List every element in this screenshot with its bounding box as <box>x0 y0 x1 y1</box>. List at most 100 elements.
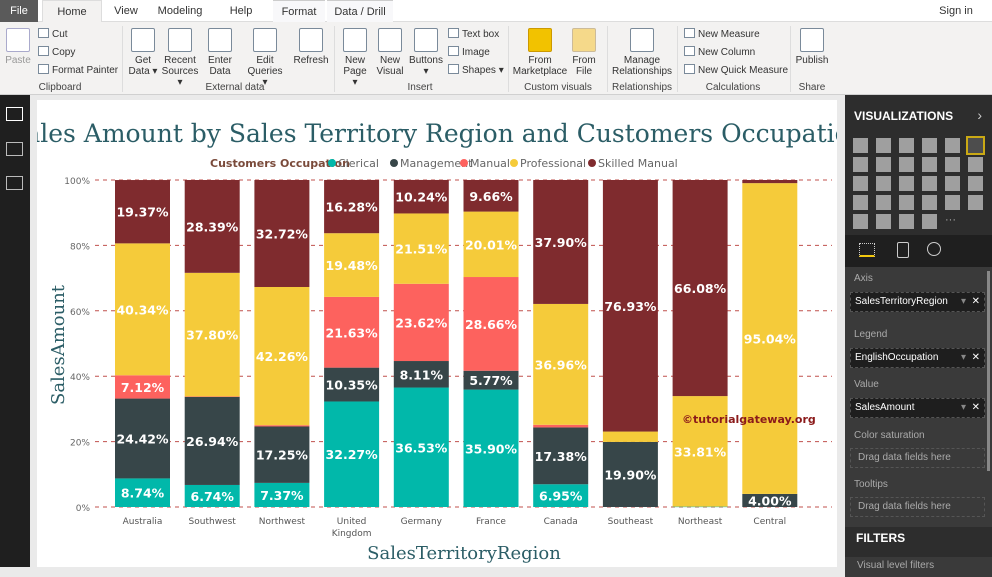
bar-segment[interactable] <box>254 180 310 287</box>
relationships-view-icon[interactable] <box>6 176 23 190</box>
bar-segment[interactable] <box>115 375 170 399</box>
visual-type-icon[interactable] <box>922 195 937 210</box>
visual-type-icon[interactable] <box>876 195 891 210</box>
new-measure-button[interactable]: New Measure <box>684 28 760 40</box>
sign-in-link[interactable]: Sign in <box>939 5 973 17</box>
visual-type-icon[interactable]: ··· <box>945 214 956 226</box>
manage-relationships-button[interactable]: Manage Relationships <box>611 28 673 77</box>
visual-type-icon[interactable] <box>853 138 868 153</box>
color-saturation-drop[interactable]: Drag data fields here <box>850 448 985 468</box>
cut-button[interactable]: Cut <box>38 28 68 40</box>
text-box-button[interactable]: Text box <box>448 28 499 40</box>
from-marketplace-button[interactable]: From Marketplace <box>512 28 568 77</box>
tab-view[interactable]: View <box>114 5 138 17</box>
bar-segment[interactable] <box>463 277 519 371</box>
bar-segment[interactable] <box>742 180 798 184</box>
bar-segment[interactable] <box>602 441 658 507</box>
bar-segment[interactable] <box>672 506 728 508</box>
bar-segment[interactable] <box>393 387 449 507</box>
bar-segment[interactable] <box>254 425 310 427</box>
visual-type-icon[interactable] <box>968 176 983 191</box>
visual-type-icon[interactable] <box>899 176 914 191</box>
bar-segment[interactable] <box>463 370 519 390</box>
bar-segment[interactable] <box>742 183 798 494</box>
bar-segment[interactable] <box>393 179 449 214</box>
bar-segment[interactable] <box>602 180 658 432</box>
visual-type-icon[interactable] <box>853 214 868 229</box>
new-page-button[interactable]: New Page ▾ <box>340 28 370 88</box>
visual-type-icon[interactable] <box>876 157 891 172</box>
bar-segment[interactable] <box>184 272 240 397</box>
visual-type-icon[interactable] <box>899 214 914 229</box>
shapes-button[interactable]: Shapes ▾ <box>448 64 504 76</box>
tooltips-drop[interactable]: Drag data fields here <box>850 497 985 517</box>
tab-file[interactable]: File <box>0 0 38 22</box>
bar-segment[interactable] <box>463 211 519 278</box>
paste-button[interactable]: Paste <box>4 28 32 66</box>
bar-segment[interactable] <box>324 401 380 507</box>
visual-type-icon[interactable] <box>945 195 960 210</box>
new-visual-button[interactable]: New Visual <box>374 28 406 77</box>
legend-item[interactable]: Clerical <box>338 157 379 170</box>
enter-data-button[interactable]: Enter Data <box>204 28 236 77</box>
buttons-button[interactable]: Buttons ▾ <box>408 28 444 77</box>
scrollbar[interactable] <box>987 271 990 471</box>
bar-segment[interactable] <box>393 213 449 284</box>
analytics-magnifier-icon[interactable] <box>927 242 941 256</box>
tab-format[interactable]: Format <box>273 0 325 22</box>
axis-field[interactable]: SalesTerritoryRegion ▾ ✕ <box>850 292 985 312</box>
bar-segment[interactable] <box>115 398 170 479</box>
bar-segment[interactable] <box>324 179 380 234</box>
tab-help[interactable]: Help <box>229 5 253 17</box>
bar-segment[interactable] <box>254 286 310 426</box>
bar-segment[interactable] <box>533 427 589 485</box>
bar-segment[interactable] <box>672 180 728 397</box>
remove-icon[interactable]: ✕ <box>971 352 980 363</box>
bar-segment[interactable] <box>184 484 240 507</box>
collapse-chevron-icon[interactable]: › <box>977 107 982 123</box>
get-data-button[interactable]: Get Data ▾ <box>128 28 158 77</box>
bar-segment[interactable] <box>393 361 449 388</box>
visual-type-icon[interactable] <box>968 157 983 172</box>
bar-segment[interactable] <box>602 431 658 442</box>
bar-segment[interactable] <box>254 482 310 507</box>
bar-segment[interactable] <box>533 484 589 507</box>
visual-type-icon[interactable] <box>899 138 914 153</box>
bar-segment[interactable] <box>184 396 240 397</box>
report-view-icon[interactable] <box>6 107 23 121</box>
legend-item[interactable]: Professional <box>520 157 586 170</box>
stacked-column-chart[interactable]: Sales Amount by Sales Territory Region a… <box>37 100 837 567</box>
bar-segment[interactable] <box>324 367 380 402</box>
fields-tab-icon[interactable] <box>859 243 875 257</box>
bar-segment[interactable] <box>533 303 589 425</box>
dropdown-icon[interactable]: ▾ <box>960 296 966 307</box>
visual-type-icon[interactable] <box>876 138 891 153</box>
bar-segment[interactable] <box>533 424 589 428</box>
bar-segment[interactable] <box>324 233 380 297</box>
visual-type-icon[interactable] <box>945 176 960 191</box>
bar-segment[interactable] <box>254 426 310 483</box>
publish-button[interactable]: Publish <box>795 28 829 66</box>
legend-item[interactable]: Skilled Manual <box>598 157 678 170</box>
visual-type-icon[interactable] <box>945 138 960 153</box>
new-column-button[interactable]: New Column <box>684 46 755 58</box>
new-quick-measure-button[interactable]: New Quick Measure <box>684 64 788 76</box>
visual-type-icon[interactable] <box>899 157 914 172</box>
remove-icon[interactable]: ✕ <box>971 402 980 413</box>
dropdown-icon[interactable]: ▾ <box>960 402 966 413</box>
bar-segment[interactable] <box>115 478 170 507</box>
remove-icon[interactable]: ✕ <box>971 296 980 307</box>
bar-segment[interactable] <box>463 389 519 507</box>
recent-sources-button[interactable]: Recent Sources ▾ <box>160 28 200 88</box>
visual-type-icon[interactable] <box>853 157 868 172</box>
legend-item[interactable]: Management <box>400 157 473 170</box>
visual-type-icon[interactable] <box>876 214 891 229</box>
format-painter-button[interactable]: Format Painter <box>38 64 118 76</box>
tab-data-drill[interactable]: Data / Drill <box>327 0 393 22</box>
from-file-button[interactable]: From File <box>570 28 598 77</box>
visual-type-icon[interactable] <box>922 138 937 153</box>
visual-type-icon[interactable] <box>922 176 937 191</box>
bar-segment[interactable] <box>463 180 519 212</box>
visual-type-icon[interactable] <box>876 176 891 191</box>
bar-segment[interactable] <box>115 243 170 376</box>
